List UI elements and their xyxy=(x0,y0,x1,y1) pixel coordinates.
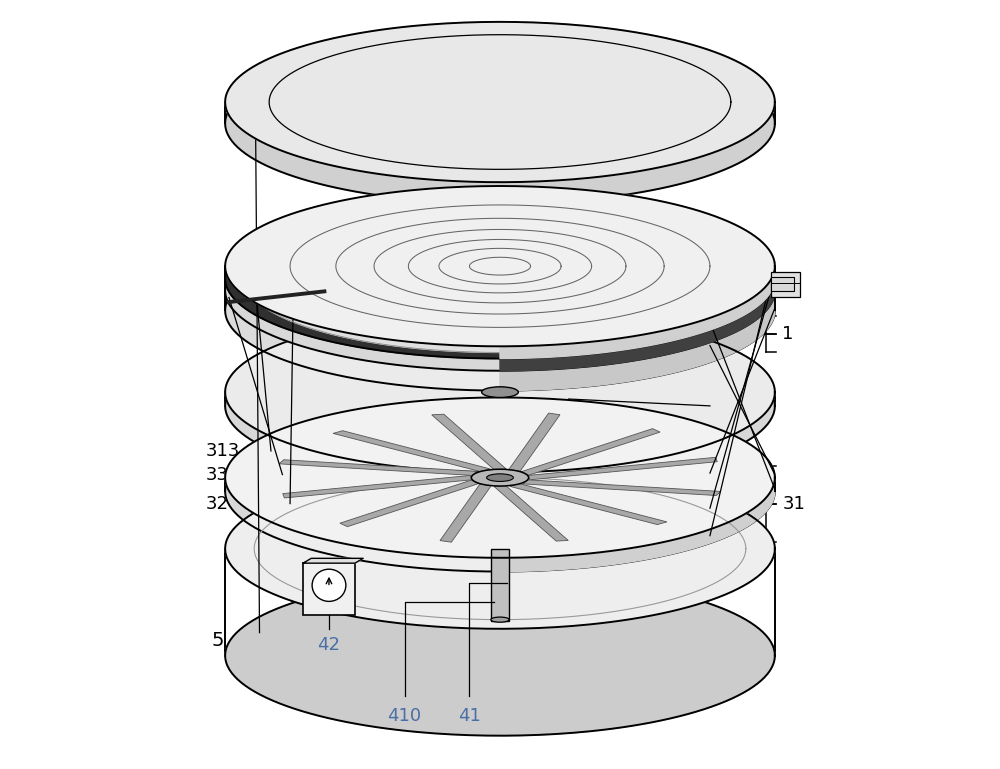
Polygon shape xyxy=(509,413,560,471)
Text: 32: 32 xyxy=(206,494,229,513)
Bar xyxy=(771,272,800,297)
Polygon shape xyxy=(440,484,491,542)
Polygon shape xyxy=(279,460,477,475)
Bar xyxy=(491,548,509,621)
Polygon shape xyxy=(303,558,363,563)
Polygon shape xyxy=(510,484,667,524)
Polygon shape xyxy=(225,22,775,182)
Polygon shape xyxy=(225,326,775,486)
Text: 5: 5 xyxy=(211,631,224,650)
Polygon shape xyxy=(500,186,775,358)
Polygon shape xyxy=(225,43,775,204)
Polygon shape xyxy=(500,198,775,371)
Text: 410: 410 xyxy=(388,707,422,724)
Text: 312: 312 xyxy=(716,499,750,518)
Text: 314: 314 xyxy=(716,464,750,482)
Ellipse shape xyxy=(312,569,346,601)
Polygon shape xyxy=(225,411,775,571)
Polygon shape xyxy=(500,211,775,391)
Text: 1: 1 xyxy=(782,325,794,343)
Bar xyxy=(303,563,355,615)
Polygon shape xyxy=(333,431,490,471)
Polygon shape xyxy=(521,428,660,475)
Polygon shape xyxy=(432,414,506,470)
Polygon shape xyxy=(225,468,775,629)
Text: 31: 31 xyxy=(782,495,805,513)
Text: 313: 313 xyxy=(206,442,240,460)
Polygon shape xyxy=(500,468,775,736)
Text: 11: 11 xyxy=(716,337,739,355)
Polygon shape xyxy=(494,486,568,541)
Polygon shape xyxy=(244,205,756,352)
Text: 42: 42 xyxy=(317,637,340,654)
Text: 311: 311 xyxy=(716,527,750,544)
Ellipse shape xyxy=(487,474,513,481)
Polygon shape xyxy=(225,312,775,472)
Text: 41: 41 xyxy=(458,707,481,724)
Polygon shape xyxy=(500,398,775,571)
Ellipse shape xyxy=(491,617,509,622)
Polygon shape xyxy=(523,480,721,495)
Polygon shape xyxy=(225,575,775,736)
Ellipse shape xyxy=(482,387,518,398)
Polygon shape xyxy=(500,22,775,204)
Polygon shape xyxy=(225,198,775,358)
Text: 12: 12 xyxy=(716,313,739,331)
Polygon shape xyxy=(225,186,775,346)
Polygon shape xyxy=(528,458,717,480)
Text: 33: 33 xyxy=(206,465,229,484)
Polygon shape xyxy=(500,312,775,486)
Bar xyxy=(771,277,794,291)
Polygon shape xyxy=(225,211,775,371)
Polygon shape xyxy=(283,475,472,498)
Polygon shape xyxy=(225,230,775,391)
Polygon shape xyxy=(225,398,775,558)
Text: 2: 2 xyxy=(716,397,728,415)
Polygon shape xyxy=(340,480,479,527)
Ellipse shape xyxy=(471,469,529,486)
